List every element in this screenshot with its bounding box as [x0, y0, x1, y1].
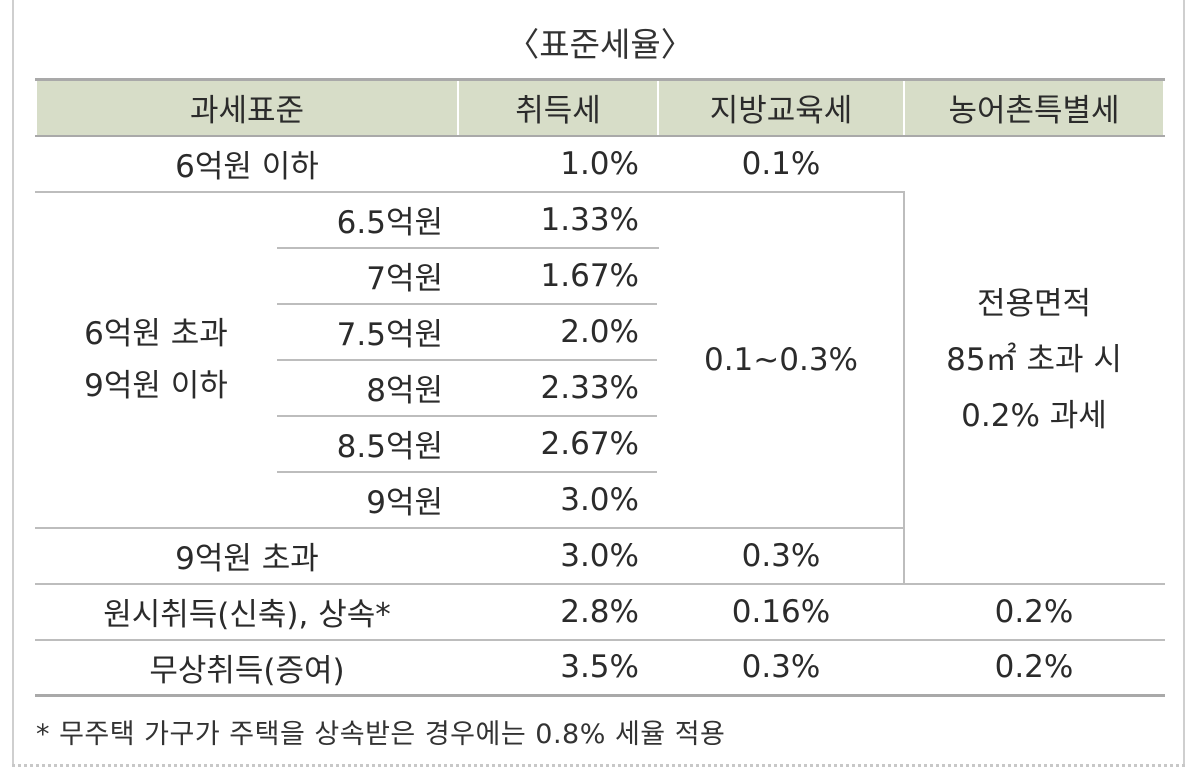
acq-rate-cell: 3.0%: [457, 526, 659, 585]
sub-bracket-cell: 8억원: [275, 358, 459, 417]
group-label-line: 9억원 이하: [84, 367, 228, 404]
tax-rate-table: 과세표준 취득세 지방교육세 농어촌특별세 6억원 이하 1.0% 0.1% 전…: [35, 78, 1165, 697]
header-acquisition-tax: 취득세: [457, 78, 659, 137]
footnote: * 무주택 가구가 주택을 상속받은 경우에는 0.8% 세율 적용: [36, 719, 726, 750]
acq-rate-cell: 2.33%: [457, 358, 659, 417]
acq-rate-cell: 3.5%: [457, 638, 659, 697]
table-row: 6억원 초과 9억원 이하 6.5억원 1.33% 0.1~0.3%: [35, 190, 1164, 529]
acq-rate-cell: 3.0%: [457, 470, 659, 529]
sub-bracket-cell: 7.5억원: [275, 302, 459, 361]
table-row: 8.5억원 2.67%: [36, 414, 1164, 473]
rural-rate-cell: 0.2%: [903, 582, 1165, 641]
sub-bracket-cell: 8.5억원: [275, 414, 459, 473]
tax-base-cell: 무상취득(증여): [35, 638, 459, 697]
document-frame: [12, 0, 1185, 765]
local-rate-cell: 0.3%: [657, 638, 905, 697]
rural-tax-line: 85㎡ 초과 시: [946, 341, 1122, 378]
sub-bracket-cell: 7억원: [275, 246, 459, 305]
acq-rate-cell: 2.0%: [457, 302, 659, 361]
table-row: 무상취득(증여) 3.5% 0.3% 0.2%: [35, 638, 1165, 697]
table-caption: 〈표준세율〉: [506, 25, 694, 64]
local-rate-cell: 0.1%: [657, 134, 905, 193]
sub-bracket-cell: 9억원: [275, 470, 459, 529]
header-row: 과세표준 취득세 지방교육세 농어촌특별세: [35, 78, 1165, 137]
rural-rate-cell: 0.2%: [903, 638, 1165, 697]
rural-tax-line: 전용면적: [976, 285, 1092, 322]
tax-base-cell: 원시취득(신축), 상속*: [35, 582, 459, 641]
acq-rate-cell: 1.33%: [457, 190, 659, 249]
table-row: 8억원 2.33%: [36, 358, 1164, 417]
rural-tax-merged-cell: 전용면적 85㎡ 초과 시 0.2% 과세: [903, 134, 1165, 585]
table-row: 9억원 3.0%: [36, 470, 1164, 529]
tax-base-group-cell: 6억원 초과 9억원 이하: [35, 190, 277, 529]
acq-rate-cell: 1.0%: [457, 134, 659, 193]
header-rural-special-tax: 농어촌특별세: [903, 78, 1165, 137]
local-rate-cell: 0.16%: [657, 582, 905, 641]
rural-tax-line: 0.2% 과세: [961, 397, 1107, 434]
tax-base-cell: 6억원 이하: [35, 134, 459, 193]
acq-rate-cell: 2.67%: [457, 414, 659, 473]
acq-rate-cell: 2.8%: [457, 582, 659, 641]
table-row: 7억원 1.67%: [36, 246, 1164, 305]
local-rate-cell: 0.3%: [657, 526, 905, 585]
dotted-divider: [12, 764, 1185, 767]
tax-base-cell: 9억원 초과: [35, 526, 459, 585]
table-row: 7.5억원 2.0%: [36, 302, 1164, 361]
sub-bracket-cell: 6.5억원: [275, 190, 459, 249]
header-local-education-tax: 지방교육세: [657, 78, 905, 137]
header-tax-base: 과세표준: [35, 78, 459, 137]
local-rate-merged-cell: 0.1~0.3%: [657, 190, 905, 529]
group-label-line: 6억원 초과: [84, 315, 228, 352]
table-row: 9억원 초과 3.0% 0.3%: [35, 526, 1164, 585]
acq-rate-cell: 1.67%: [457, 246, 659, 305]
table-row: 6억원 이하 1.0% 0.1% 전용면적 85㎡ 초과 시 0.2% 과세: [35, 134, 1165, 585]
table-row: 원시취득(신축), 상속* 2.8% 0.16% 0.2%: [35, 582, 1165, 641]
